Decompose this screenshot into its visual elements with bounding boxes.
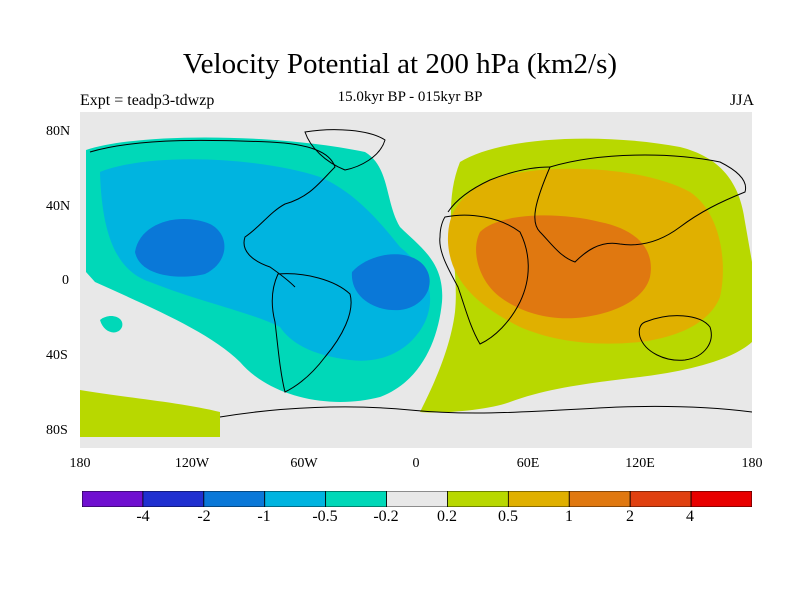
lon-label-60w: 60W: [290, 456, 318, 471]
colorbar-label: 1: [565, 508, 573, 525]
coast-europe: [447, 166, 551, 213]
coast-asia: [534, 154, 747, 263]
colorbar-swatch: [386, 491, 448, 507]
negative-region-mid: [100, 159, 431, 361]
lat-label-80s: 80S: [46, 423, 68, 438]
lon-label-0: 0: [412, 456, 420, 471]
negative-region-strong-2: [351, 254, 430, 311]
lat-label-40s: 40S: [46, 348, 68, 363]
lat-label-80n: 80N: [46, 124, 71, 139]
colorbar-label: 0.5: [498, 508, 518, 525]
positive-region-strong: [476, 215, 651, 319]
lon-label-180e: 180: [741, 456, 763, 471]
colorbar-label: 0.2: [437, 508, 457, 525]
coast-south-america: [271, 273, 352, 393]
experiment-label: Expt = teadp3-tdwzp: [80, 92, 215, 109]
negative-region-small: [100, 316, 123, 333]
lat-label-40n: 40N: [46, 199, 71, 214]
coast-africa: [439, 214, 529, 345]
lon-label-180w: 180: [69, 456, 91, 471]
colorbar: [82, 491, 752, 507]
colorbar-label: -0.5: [312, 508, 338, 525]
colorbar-label: -2: [197, 508, 211, 525]
chart-subtitle: 15.0kyr BP - 015kyr BP: [337, 89, 483, 105]
lon-label-120e: 120E: [625, 456, 655, 471]
colorbar-swatch: [447, 491, 509, 507]
colorbar-swatch: [203, 491, 266, 507]
lat-label-0: 0: [62, 273, 69, 288]
colorbar-swatch: [82, 491, 144, 507]
coast-australia: [638, 315, 712, 361]
colorbar-swatch: [568, 491, 631, 507]
coast-greenland: [304, 129, 386, 171]
lon-label-60e: 60E: [516, 456, 540, 471]
colorbar-swatch: [264, 491, 327, 507]
colorbar-swatch: [325, 491, 387, 507]
negative-region-strong: [135, 219, 225, 277]
colorbar-label: -0.2: [373, 508, 399, 525]
colorbar-swatch: [507, 491, 570, 507]
colorbar-label: 4: [686, 508, 694, 525]
chart-title: Velocity Potential at 200 hPa (km2/s): [182, 48, 618, 80]
colorbar-label: 2: [626, 508, 634, 525]
season-label: JJA: [729, 92, 754, 109]
colorbar-swatch: [142, 491, 205, 507]
colorbar-swatch: [690, 491, 752, 507]
velocity-potential-map: [80, 112, 752, 448]
positive-region-bottom-band: [80, 390, 220, 437]
lon-label-120w: 120W: [174, 456, 210, 471]
coast-antarctica: [219, 405, 752, 418]
colorbar-label: -4: [136, 508, 150, 525]
colorbar-swatch: [629, 491, 692, 507]
coastlines: [89, 129, 752, 418]
coast-north-america: [89, 139, 336, 288]
colorbar-label: -1: [257, 508, 271, 525]
